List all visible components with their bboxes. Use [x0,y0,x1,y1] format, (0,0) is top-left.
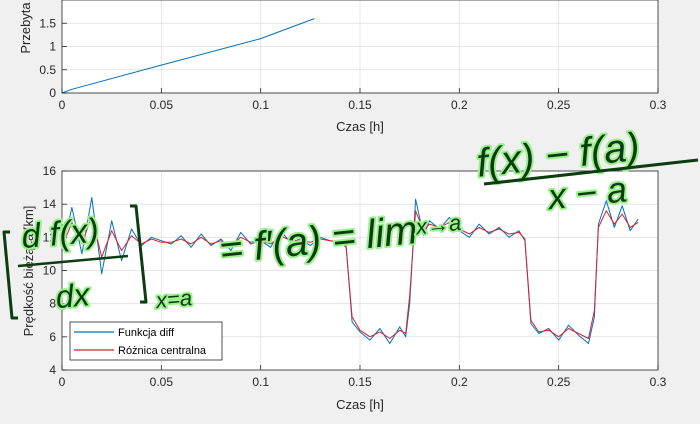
distance-x-tick-label: 0.1 [252,98,269,112]
formula-rhs-fraction-bar [483,158,699,186]
distance-y-tick-label: 1.5 [39,16,56,30]
distance-x-tick-label: 0.25 [547,98,571,112]
speed-x-tick-label: 0.25 [547,375,571,389]
speed-x-tick-label: 0.1 [252,375,269,389]
speed-y-tick-label: 8 [49,297,56,311]
formula-lhs-subscript: x=a [154,285,193,313]
speed-y-tick-label: 12 [43,230,57,244]
speed-legend: Funkcja diff Różnica centralna [69,321,223,361]
speed-plot-border [61,170,659,371]
distance-x-tick-label: 0 [59,98,66,112]
speed-series [61,197,639,344]
distance-y-tick-label: 1 [49,40,56,54]
formula-rhs-denominator: x − a [544,168,629,217]
distance-series [61,18,315,94]
distance-x-tick-label: 0.3 [650,98,667,112]
speed-x-tick-label: 0.15 [348,375,372,389]
speed-series-line-1 [61,210,639,339]
distance-x-tick-label: 0.15 [348,98,372,112]
distance-y-tick-label: 0 [49,86,56,100]
speed-y-axis-label: Prędkość bieżąca [km] [21,206,36,337]
legend-label-funkcja-diff: Funkcja diff [118,327,175,339]
distance-y-tick-label: 0.5 [39,63,56,77]
distance-x-axis-label: Czas [h] [336,119,384,134]
speed-y-tick-label: 16 [43,164,57,178]
distance-y-axis-label: Przebyta [18,2,33,54]
distance-chart: 0 0.05 0.1 0.15 0.2 0.25 0.300.511.5 Czas [h] … [18,0,667,134]
distance-tick-labels: 0 0.05 0.1 0.15 0.2 0.25 0.3 0 0.5 1 1.5 [39,16,666,112]
legend-box [69,321,223,361]
speed-x-tick-label: 0.3 [650,375,667,389]
distance-series-line-0 [61,18,315,94]
speed-x-axis-label: Czas [h] [336,397,384,412]
distance-x-tick-label: 0.05 [150,98,174,112]
formula-right-bracket [130,204,148,304]
formula-lim-subscript: x→a [414,210,463,240]
distance-x-tick-label: 0.2 [451,98,468,112]
legend-label-roznica-centralna: Różnica centralna [118,345,207,357]
speed-y-tick-label: 4 [49,363,56,377]
speed-y-tick-label: 6 [49,330,56,344]
speed-x-tick-label: 0 [59,375,66,389]
speed-tick-labels: 0 0.05 0.1 0.15 0.2 0.25 0.3 4 6 8 10 12 14 16 [43,164,667,389]
formula-lhs-numerator: d f(x) [20,212,100,257]
formula-lhs-fraction-bar [17,254,129,268]
speed-y-tick-label: 10 [43,264,57,278]
formula-left-bracket [2,230,18,320]
speed-x-tick-label: 0.05 [150,375,174,389]
formula-lhs-denominator: dx [54,276,92,315]
distance-plot-border [61,0,659,94]
speed-x-tick-label: 0.2 [451,375,468,389]
speed-y-tick-label: 14 [43,197,57,211]
speed-chart: 0 0.05 0.1 0.15 0.2 0.25 0.3 4 6 8 10 12 14 16 Czas [… [21,164,667,412]
